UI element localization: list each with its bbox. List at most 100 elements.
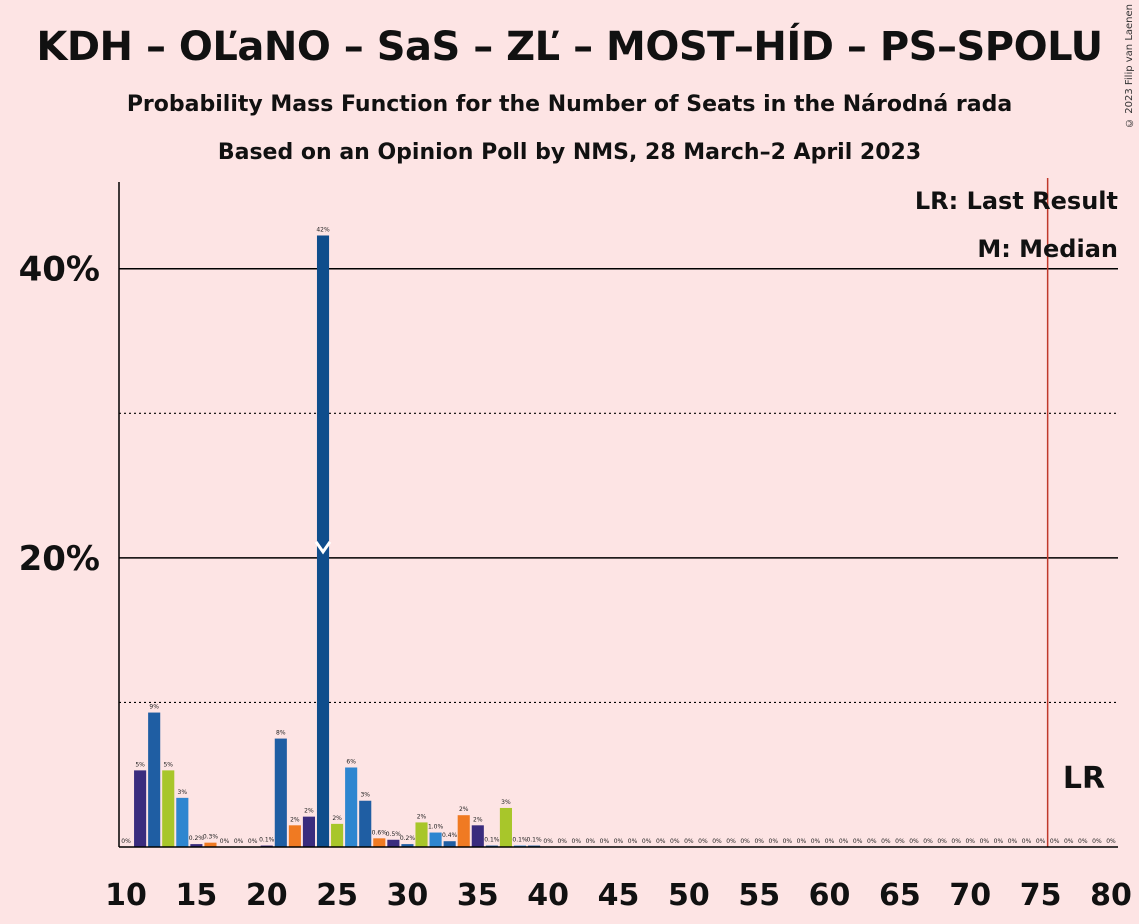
gridlines [119,267,1118,704]
bar-31 [415,822,428,847]
bar-value-label: 2% [332,815,342,822]
bar-29 [387,839,400,847]
bar-value-label: 0% [881,838,891,845]
bar-33 [443,841,456,847]
bar-value-label: 0% [937,838,947,845]
bar-value-label: 2% [304,808,314,815]
bar-value-label: 0% [825,838,835,845]
x-tick-label: 10 [105,878,147,913]
bar-value-label: 0% [867,838,877,845]
bar-value-label: 0% [994,838,1004,845]
x-tick-label: 80 [1090,878,1132,913]
y-tick-label: 40% [19,250,100,290]
bar-25 [331,823,344,847]
bar-23 [302,816,316,847]
bars [134,235,541,847]
bar-14 [176,797,189,847]
bar-value-label: 0.6% [372,829,388,836]
bar-26 [345,767,358,847]
bar-value-label: 0% [1036,838,1046,845]
bar-value-label: 3% [360,792,370,799]
bar-value-label: 0% [656,838,666,845]
bar-value-label: 0% [1064,838,1074,845]
bar-value-label: 0% [1078,838,1088,845]
bar-value-label: 0.3% [203,834,219,841]
bar-value-label: 0% [614,838,624,845]
bar-value-label: 0% [670,838,680,845]
bar-35 [471,825,484,847]
last-result-marker-label: LR [1063,761,1105,796]
bar-value-label: 42% [316,226,330,233]
bar-21 [274,738,287,847]
bar-value-label: 8% [276,730,286,737]
bar-value-label: 2% [459,806,469,813]
bar-16 [204,842,217,847]
x-tick-label: 35 [457,878,499,913]
bar-30 [401,844,414,847]
bar-value-label: 2% [417,813,427,820]
chart-title: KDH – OĽaNO – SaS – ZĽ – MOST–HÍD – PS–S… [36,24,1103,70]
bar-value-label: 0% [923,838,933,845]
bar-value-label: 0% [586,838,596,845]
bar-value-label: 0% [642,838,652,845]
x-tick-label: 20 [246,878,288,913]
x-tick-label: 75 [1020,878,1062,913]
bar-value-label: 0% [726,838,736,845]
bar-22 [288,825,301,847]
bar-value-label: 0% [853,838,863,845]
bar-value-label: 3% [178,789,188,796]
bar-value-label: 0.1% [259,837,275,844]
bar-value-label: 0.1% [512,837,528,844]
median-marker [314,541,332,555]
bar-value-label: 0% [712,838,722,845]
bar-value-label: 0% [895,838,905,845]
bar-12 [148,712,161,847]
chart-subtitle-source: Based on an Opinion Poll by NMS, 28 Marc… [217,140,922,165]
bar-27 [359,800,372,847]
chart-subtitle: Probability Mass Function for the Number… [126,92,1013,117]
bar-value-label: 2% [290,816,300,823]
bar-value-label: 0.4% [442,832,458,839]
x-tick-label: 45 [598,878,640,913]
bar-value-label: 0% [980,838,990,845]
bar-value-label: 0% [220,838,230,845]
bar-13 [162,770,175,847]
bar-value-label: 1.0% [428,824,444,831]
bar-value-label: 0% [234,838,244,845]
y-tick-label: 20% [19,539,100,579]
bar-value-label: 2% [473,816,483,823]
bar-value-label: 0% [965,838,975,845]
bar-value-label: 0% [909,838,919,845]
legend-last-result: LR: Last Result [915,187,1118,215]
bar-value-label: 0% [684,838,694,845]
bar-value-label: 0.2% [400,835,416,842]
bar-value-label: 0% [951,838,961,845]
bar-value-label: 0% [543,838,553,845]
bar-value-label: 0% [572,838,582,845]
bar-34 [457,815,470,847]
x-tick-label: 30 [387,878,429,913]
data-labels: 0%5%9%5%3%0.2%0.3%0% 0% 0% 0.1%8%2%2%42%2%6… [121,226,1116,845]
bar-37 [499,807,512,847]
bar-value-label: 3% [501,799,511,806]
bar-value-label: 0% [754,838,764,845]
x-tick-label: 60 [809,878,851,913]
bar-value-label: 0.1% [484,837,500,844]
x-tick-label: 25 [316,878,358,913]
bar-value-label: 0.1% [526,837,542,844]
bar-value-label: 9% [149,704,159,711]
bar-value-label: 0% [1050,838,1060,845]
bar-value-label: 0% [797,838,807,845]
bar-value-label: 0% [769,838,779,845]
bar-value-label: 5% [135,761,145,768]
bar-value-label: 0% [248,838,258,845]
bar-value-label: 0% [1008,838,1018,845]
bar-value-label: 0% [600,838,610,845]
bar-15 [190,844,203,847]
legend-median: M: Median [977,235,1118,263]
bar-value-label: 0% [1022,838,1032,845]
bar-32 [429,832,442,847]
bar-value-label: 0.5% [386,831,402,838]
bar-value-label: 0.2% [189,835,205,842]
